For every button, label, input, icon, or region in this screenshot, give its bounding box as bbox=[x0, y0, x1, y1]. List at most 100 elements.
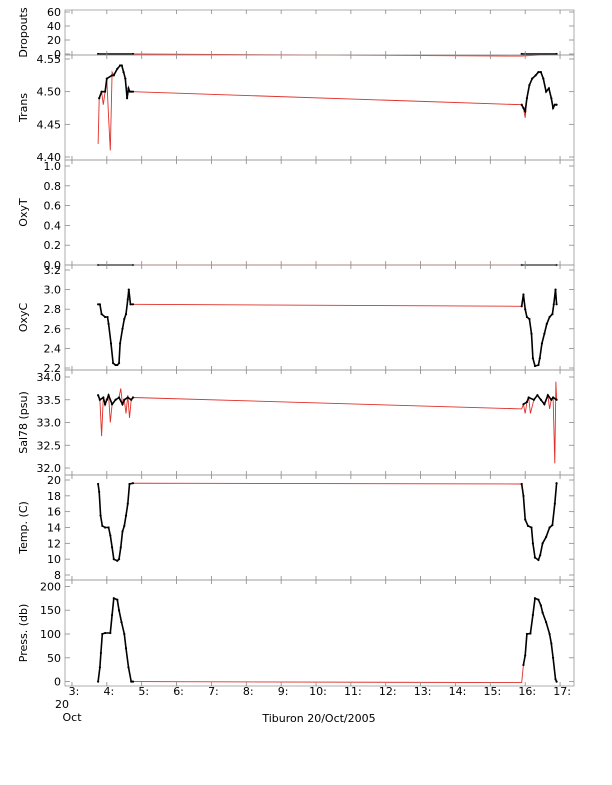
data-point bbox=[131, 396, 135, 399]
data-point bbox=[121, 530, 124, 533]
date-label-day: 20 bbox=[55, 698, 69, 711]
y-tick-label: 20 bbox=[47, 474, 61, 487]
y-tick-label: 8 bbox=[54, 569, 61, 582]
data-point bbox=[103, 526, 107, 529]
data-point bbox=[126, 396, 129, 399]
data-point bbox=[525, 315, 529, 319]
data-point bbox=[522, 403, 525, 406]
data-point bbox=[533, 556, 537, 559]
date-label-month: Oct bbox=[62, 711, 82, 724]
data-point bbox=[122, 70, 125, 74]
data-point bbox=[98, 666, 101, 669]
data-point bbox=[537, 558, 540, 562]
data-point bbox=[127, 288, 130, 291]
data-point bbox=[537, 363, 540, 367]
data-point bbox=[124, 514, 128, 517]
data-point bbox=[531, 542, 534, 545]
data-point bbox=[529, 632, 532, 635]
data-point bbox=[109, 631, 112, 635]
data-point bbox=[522, 106, 525, 110]
x-tick-label: 10: bbox=[309, 685, 327, 698]
y-tick-label: 18 bbox=[47, 490, 61, 503]
data-point bbox=[545, 535, 548, 539]
data-point bbox=[548, 632, 551, 636]
data-point bbox=[131, 482, 135, 485]
panel-frame bbox=[64, 579, 575, 687]
data-point bbox=[126, 298, 129, 301]
y-tick-label: 0 bbox=[54, 48, 61, 61]
y-tick-label: 0.6 bbox=[44, 200, 62, 213]
data-point bbox=[131, 680, 135, 683]
data-point bbox=[129, 303, 132, 306]
y-tick-label: 33.5 bbox=[37, 394, 62, 407]
data-point bbox=[553, 502, 556, 505]
data-point bbox=[117, 396, 121, 399]
data-series-trace bbox=[522, 597, 558, 682]
data-point bbox=[98, 303, 101, 306]
data-point bbox=[555, 52, 558, 56]
y-tick-label: 4.55 bbox=[37, 53, 62, 66]
data-point bbox=[551, 396, 555, 399]
y-tick-label: 150 bbox=[40, 604, 61, 617]
data-point bbox=[117, 362, 121, 365]
y-tick-label: 32.5 bbox=[37, 439, 62, 452]
data-point bbox=[522, 494, 525, 497]
y-axis-label: Dropouts bbox=[17, 7, 30, 57]
y-tick-label: 4.50 bbox=[37, 86, 62, 99]
y-tick-label: 16 bbox=[47, 506, 61, 519]
data-point bbox=[101, 632, 104, 636]
data-point bbox=[105, 77, 108, 80]
data-point bbox=[528, 317, 531, 321]
data-point bbox=[103, 631, 107, 635]
data-point bbox=[539, 604, 542, 607]
data-point bbox=[119, 546, 122, 549]
data-point bbox=[110, 613, 114, 617]
data-point bbox=[103, 403, 107, 406]
data-point bbox=[97, 303, 100, 306]
y-tick-label: 50 bbox=[47, 652, 61, 665]
data-point bbox=[526, 524, 530, 528]
data-point bbox=[120, 64, 123, 67]
data-point bbox=[131, 303, 135, 306]
y-tick-label: 20 bbox=[47, 34, 61, 47]
data-point bbox=[116, 67, 119, 70]
panel-frame bbox=[64, 474, 575, 581]
y-tick-label: 0.2 bbox=[44, 239, 62, 252]
data-point bbox=[124, 77, 127, 80]
data-point bbox=[555, 398, 558, 401]
data-point bbox=[116, 598, 119, 601]
y-tick-label: 4.45 bbox=[37, 118, 62, 131]
y-tick-label: 100 bbox=[40, 628, 61, 641]
y-tick-label: 33.0 bbox=[37, 417, 62, 430]
data-point bbox=[552, 303, 555, 306]
data-point bbox=[123, 317, 126, 321]
data-point bbox=[551, 656, 555, 659]
data-series-trace bbox=[520, 483, 558, 562]
data-point bbox=[109, 534, 112, 537]
y-tick-label: 3.0 bbox=[44, 284, 62, 297]
data-point bbox=[118, 342, 122, 345]
x-tick-label: 13: bbox=[414, 685, 432, 698]
data-point bbox=[525, 632, 529, 636]
data-point bbox=[99, 514, 102, 517]
x-tick-label: 4: bbox=[103, 685, 114, 698]
x-tick-label: 17: bbox=[553, 685, 571, 698]
panel-frame bbox=[64, 369, 575, 476]
data-point bbox=[543, 403, 546, 406]
data-point bbox=[524, 110, 527, 113]
y-tick-label: 200 bbox=[40, 580, 61, 593]
data-series-trace bbox=[98, 289, 133, 366]
y-axis-label: OxyT bbox=[17, 198, 30, 227]
data-point bbox=[107, 394, 110, 397]
data-point bbox=[551, 313, 554, 316]
data-point bbox=[116, 363, 119, 367]
data-point bbox=[130, 398, 133, 401]
data-point bbox=[112, 558, 115, 561]
data-point bbox=[546, 394, 549, 397]
data-point bbox=[531, 357, 534, 360]
data-point bbox=[525, 400, 529, 404]
data-point bbox=[97, 680, 100, 683]
data-point bbox=[106, 315, 109, 319]
data-point bbox=[543, 332, 546, 335]
